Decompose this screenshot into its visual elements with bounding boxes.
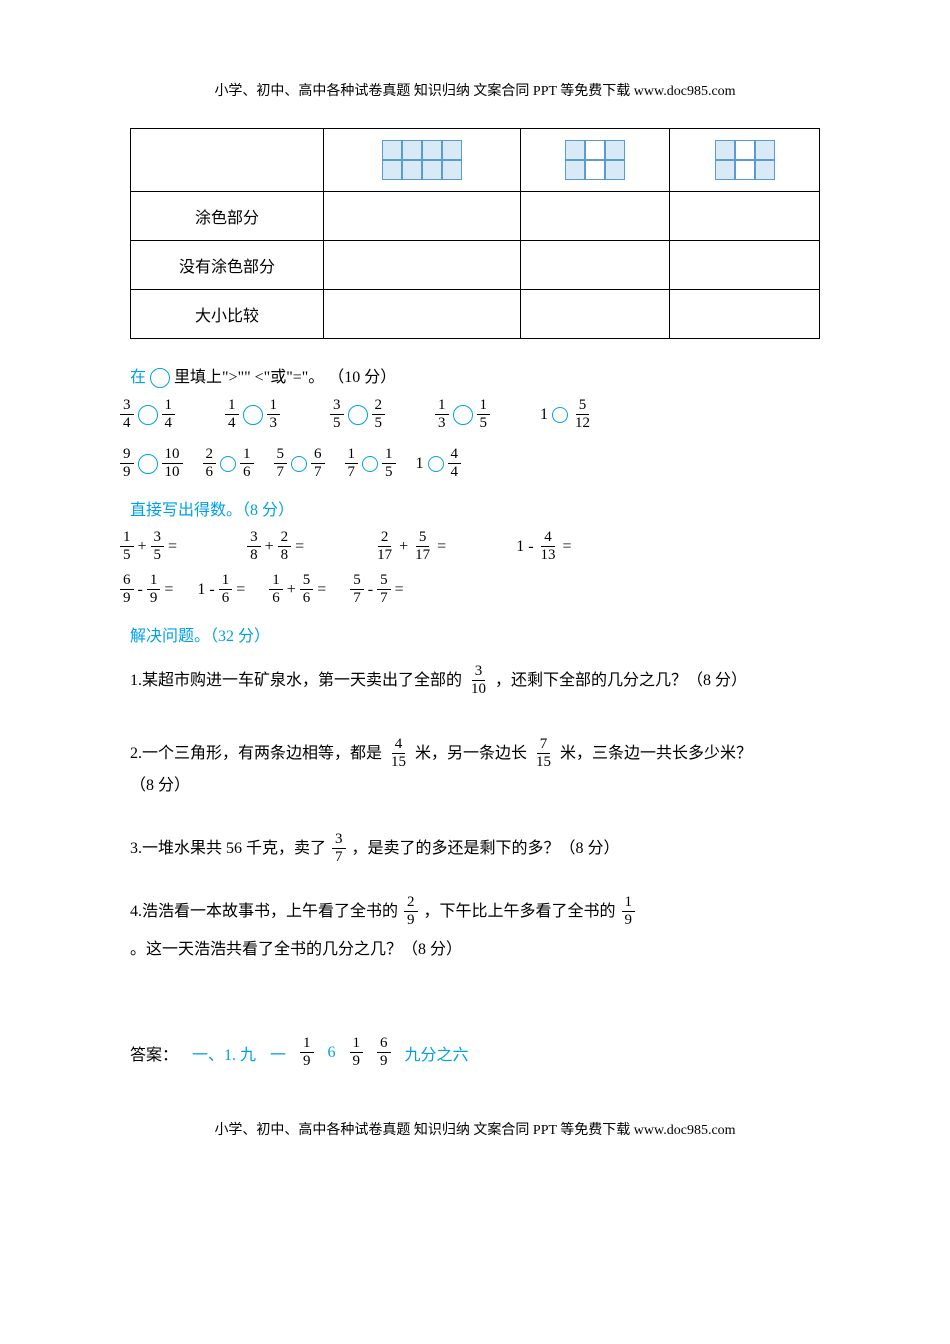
q3-frac: 37 xyxy=(332,832,346,865)
answers-f2: 19 xyxy=(350,1036,364,1069)
page-header: 小学、初中、高中各种试卷真题 知识归纳 文案合同 PPT 等免费下载 www.d… xyxy=(130,80,820,100)
shape-grid-3 xyxy=(715,140,775,180)
row-label-unshaded: 没有涂色部分 xyxy=(131,241,324,290)
q2-frac1: 415 xyxy=(388,737,409,770)
compare-row-2: 991010261657671715144 xyxy=(120,447,820,480)
problem-4: 4.浩浩看一本故事书，上午看了全书的 29 ，下午比上午多看了全书的 19 。这… xyxy=(130,895,820,966)
q4-frac2: 19 xyxy=(622,895,636,928)
q4-frac1: 29 xyxy=(404,895,418,928)
q4-post: 。这一天浩浩共看了全书的几分之几？（8 分） xyxy=(130,934,462,966)
q1-post: ，还剩下全部的几分之几？（8 分） xyxy=(495,665,747,697)
q1-frac: 310 xyxy=(468,664,489,697)
page-footer: 小学、初中、高中各种试卷真题 知识归纳 文案合同 PPT 等免费下载 www.d… xyxy=(130,1119,820,1139)
circle-icon xyxy=(150,368,170,388)
answers-t1: 一、1. 九 xyxy=(192,1041,256,1065)
problem-3: 3.一堆水果共 56 千克，卖了 37 ，是卖了的多还是剩下的多？（8 分） xyxy=(130,832,820,865)
q3-pre: 3.一堆水果共 56 千克，卖了 xyxy=(130,833,326,865)
row-label-compare: 大小比较 xyxy=(131,290,324,339)
q2-tail: （8 分） xyxy=(130,777,190,794)
answers-t3: 6 xyxy=(328,1044,336,1062)
shape-grid-1 xyxy=(382,140,462,180)
shape-grid-2 xyxy=(565,140,625,180)
q4-mid: ，下午比上午多看了全书的 xyxy=(424,896,616,928)
problems-heading: 解决问题。（32 分） xyxy=(130,622,820,646)
compare-heading: 在 里填上">"" <"或"="。 （10 分） xyxy=(130,363,820,388)
calc-title: 直接写出得数。（8 分） xyxy=(130,502,294,519)
q2-mid: 米，另一条边长 xyxy=(415,738,527,770)
calc-heading: 直接写出得数。（8 分） xyxy=(130,496,820,520)
compare-post: 里填上">"" <"或"="。 （10 分） xyxy=(174,369,396,386)
answers-label: 答案： xyxy=(130,1041,178,1065)
calc-row-2: 69-19=1-16=16+56=57-57= xyxy=(120,573,820,606)
compare-row-1: 34141413352513151512 xyxy=(120,398,820,431)
row-label-shaded: 涂色部分 xyxy=(131,192,324,241)
q2-pre: 2.一个三角形，有两条边相等，都是 xyxy=(130,738,382,770)
answers-t4: 九分之六 xyxy=(405,1041,469,1065)
q2-frac2: 715 xyxy=(533,737,554,770)
answers-f3: 69 xyxy=(377,1036,391,1069)
shapes-table: 涂色部分 没有涂色部分 大小比较 xyxy=(130,128,820,339)
q3-post: ，是卖了的多还是剩下的多？（8 分） xyxy=(352,833,620,865)
q1-pre: 1.某超市购进一车矿泉水，第一天卖出了全部的 xyxy=(130,665,462,697)
calc-row-1: 15+35=38+28=217+517=1-413= xyxy=(120,530,820,563)
compare-pre: 在 xyxy=(130,369,146,386)
problems-title: 解决问题。（32 分） xyxy=(130,628,270,645)
problem-2: 2.一个三角形，有两条边相等，都是 415 米，另一条边长 715 米，三条边一… xyxy=(130,737,820,802)
q2-post: 米，三条边一共长多少米？ xyxy=(560,738,752,770)
answers-f1: 19 xyxy=(300,1036,314,1069)
answers-line: 答案： 一、1. 九 一 19 6 19 69 九分之六 xyxy=(130,1036,469,1069)
answers-t2: 一 xyxy=(270,1041,286,1065)
q4-pre: 4.浩浩看一本故事书，上午看了全书的 xyxy=(130,896,398,928)
problem-1: 1.某超市购进一车矿泉水，第一天卖出了全部的 310 ，还剩下全部的几分之几？（… xyxy=(130,664,820,697)
